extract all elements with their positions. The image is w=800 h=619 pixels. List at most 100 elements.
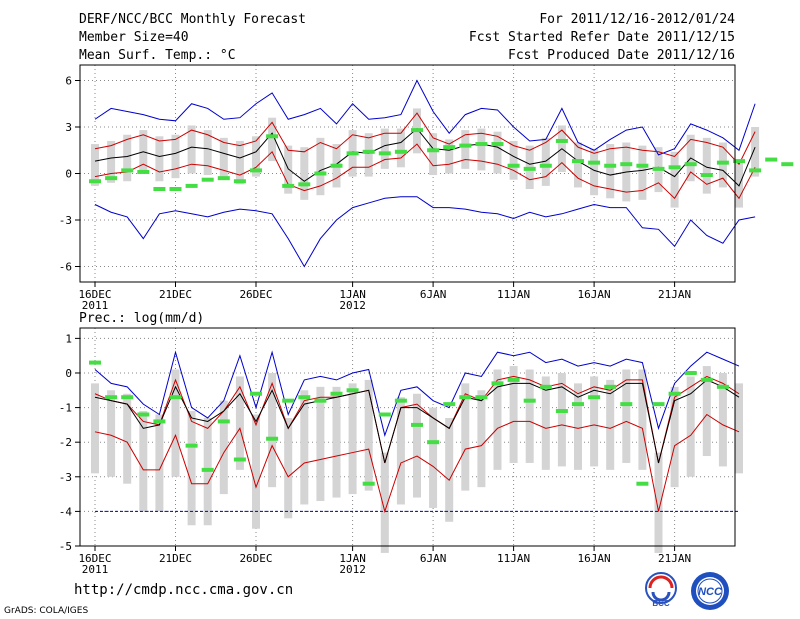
temp-spread-box — [300, 147, 309, 200]
precip-spread-box — [590, 376, 599, 467]
temp-spread-box — [574, 142, 582, 188]
precip-panel: 16DEC 21DEC 26DEC 1JAN 6JAN 11JAN 16JAN 21JAN 20… — [59, 327, 743, 576]
precip-spread-box — [557, 372, 566, 467]
precip-spread-box — [91, 383, 99, 474]
chart-title: DERF/NCC/BCC Monthly Forecast — [79, 12, 306, 27]
temp-spread-box — [606, 144, 615, 199]
temp-spread-box — [670, 151, 679, 208]
precip-spread-box — [300, 390, 309, 505]
precip-spread-box — [429, 407, 438, 508]
temp-spread-box — [477, 128, 486, 171]
temp-spread-box — [364, 133, 373, 177]
precip-spread-box — [477, 390, 486, 488]
precip-spread-box — [139, 411, 148, 512]
temp-y-tick-label: 3 — [65, 121, 72, 134]
precip-x-tick-label: 6JAN — [420, 552, 447, 565]
temp-spread-box — [252, 136, 260, 177]
precip-spread-box — [413, 393, 421, 498]
temp-lower-line — [94, 143, 756, 200]
precip-spread-box — [654, 452, 663, 553]
precip-y-tick-label: -1 — [59, 402, 72, 415]
temp-spread-box — [445, 139, 454, 174]
precip-y-tick-label: 1 — [65, 332, 72, 345]
temp-y-tick-label: 6 — [65, 75, 72, 88]
temp-spread-box — [590, 148, 599, 196]
temp-spread-box — [155, 136, 164, 182]
temp-y-tick-label: -3 — [59, 214, 72, 227]
temp-spread-box — [123, 134, 132, 182]
temp-x-tick-label: 21JAN — [658, 288, 691, 301]
precip-upper-line — [94, 375, 740, 464]
precip-spread-box — [606, 379, 615, 470]
precip-spread-box — [574, 383, 582, 470]
temp-spread-box — [235, 140, 244, 185]
precip-spread-box — [461, 383, 470, 491]
bcc-logo: BCC — [640, 570, 682, 610]
temp-spread-box — [396, 128, 405, 168]
temp-x-tick-label: 16DEC — [78, 288, 111, 301]
precip-x-tick-label: 21JAN — [658, 552, 691, 565]
temp-spread-box — [718, 142, 727, 188]
temp-panel: 16DEC 21DEC 26DEC 1JAN 6JAN 11JAN 16JAN 21JAN 20… — [59, 64, 794, 312]
precip-lower-line — [94, 413, 740, 514]
precip-spread-box — [332, 386, 341, 498]
temp-y-tick-label: -6 — [59, 261, 72, 274]
precip-spread-box — [235, 376, 244, 470]
temp-spread-box — [91, 144, 99, 186]
precip-x-tick-label: 16DEC — [78, 552, 111, 565]
precip-spread-box — [718, 372, 727, 467]
precip-y-tick-label: -2 — [59, 436, 72, 449]
precip-y-tick-label: -4 — [59, 505, 73, 518]
ncc-logo: NCC — [686, 570, 734, 612]
temp-plot-frame — [79, 64, 736, 283]
precip-spread-box — [268, 372, 277, 488]
precip-spread-box — [541, 376, 550, 470]
precip-spread-box — [187, 411, 196, 526]
member-size-label: Member Size=40 — [79, 30, 189, 45]
temp-max-line — [94, 79, 756, 156]
precip-spread-box — [735, 383, 743, 474]
temp-upper-line — [94, 112, 756, 166]
temp-spread-box — [284, 145, 293, 194]
precip-mean-line — [94, 379, 740, 464]
temp-x-tick-label: 11JAN — [497, 288, 530, 301]
temp-x-year-label: 2011 — [82, 299, 109, 312]
precip-spread-box — [686, 376, 695, 477]
temp-spread-box — [203, 130, 212, 176]
forecast-produced-date-label: Fcst Produced Date 2011/12/16 — [508, 48, 735, 63]
precip-plot-frame — [79, 327, 736, 547]
temp-mean-line — [94, 127, 756, 187]
bcc-logo-text: BCC — [652, 599, 670, 608]
precip-spread-box — [171, 369, 180, 477]
precip-spread-box — [348, 383, 357, 495]
temp-spread-box — [429, 133, 438, 176]
precip-x-tick-label: 26DEC — [239, 552, 272, 565]
temp-x-tick-label: 1JAN — [339, 288, 366, 301]
precip-spread-box — [445, 417, 454, 522]
forecast-start-date-label: Fcst Started Refer Date 2011/12/15 — [468, 30, 735, 45]
precip-spread-box — [219, 400, 228, 495]
precip-spread-box — [638, 369, 647, 470]
precip-x-year-label: 2012 — [339, 563, 366, 576]
temp-spread-box — [219, 137, 228, 180]
source-url-link[interactable]: http://cmdp.ncc.cma.gov.cn — [74, 582, 294, 598]
precip-spread-box — [107, 390, 116, 477]
precip-spread-box — [284, 417, 293, 519]
precip-y-tick-label: -5 — [59, 540, 72, 553]
precip-spread-box — [252, 414, 260, 529]
forecast-period-label: For 2011/12/16-2012/01/24 — [539, 12, 735, 27]
temp-x-tick-label: 26DEC — [239, 288, 272, 301]
precip-spread-box — [364, 379, 373, 491]
grads-credit: GrADS: COLA/IGES — [4, 606, 89, 616]
variable-label: Mean Surf. Temp.: °C — [79, 48, 236, 63]
temp-spread-box — [268, 117, 277, 162]
temp-spread-box — [751, 127, 760, 177]
temp-spread-box — [187, 125, 196, 174]
temp-y-tick-label: 0 — [65, 168, 72, 181]
precip-spread-box — [396, 397, 405, 505]
temp-spread-box — [509, 140, 518, 180]
precip-spread-box — [493, 369, 502, 470]
temp-spread-box — [316, 137, 325, 196]
precip-x-year-label: 2011 — [82, 563, 109, 576]
